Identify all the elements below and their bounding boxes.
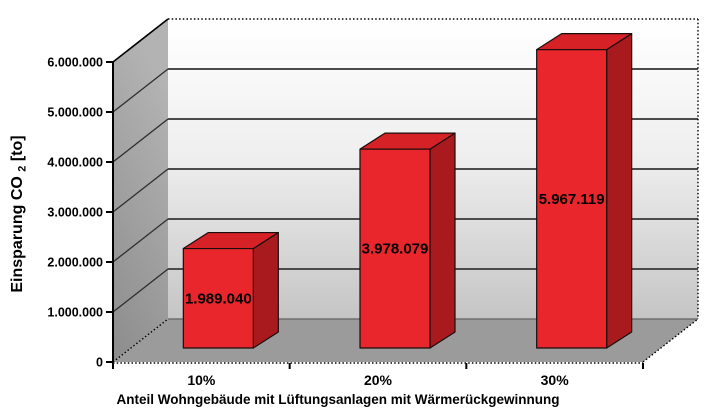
- wall-bottom-edge-dotted: [112, 318, 169, 363]
- y-axis-title-main: Einsparung CO: [9, 176, 26, 292]
- x-tick-label: 30%: [541, 372, 570, 388]
- plot-borders: [112, 18, 699, 364]
- bars: 1.989.040 3.978.079 5.967.119: [182, 33, 633, 349]
- bar-side-face: [606, 33, 633, 349]
- bar-front-face: [359, 148, 431, 349]
- gridline-sidewall: [112, 118, 169, 163]
- wall-top-edge: [112, 18, 169, 63]
- y-tick-label: 0: [96, 356, 103, 370]
- y-axis-tick-labels: 0 1.000.000 2.000.000 3.000.000 4.000.000 5.0…: [47, 56, 103, 370]
- bar-value-label: 5.967.119: [539, 191, 605, 208]
- y-tick-label: 3.000.000: [47, 206, 103, 220]
- bar-front-face: [182, 247, 254, 349]
- bar-30%: 5.967.119: [536, 33, 633, 349]
- x-axis-tick-labels: 10% 20% 30%: [187, 372, 569, 388]
- x-tick-label: 10%: [187, 372, 216, 388]
- y-tick-label: 4.000.000: [47, 156, 103, 170]
- bar-front-face: [536, 49, 608, 349]
- y-tick-label: 5.000.000: [47, 106, 103, 120]
- floor-right-edge-dotted: [642, 318, 699, 363]
- bar-10%: 1.989.040: [182, 231, 279, 349]
- y-axis-title-unit: [to]: [9, 135, 26, 161]
- bar-value-label: 3.978.079: [362, 241, 429, 258]
- bar-value-label: 1.989.040: [185, 290, 252, 307]
- gridline-sidewall: [112, 168, 169, 213]
- bar-side-face: [429, 132, 456, 349]
- y-axis-title: Einsparung CO 2 [to]: [9, 135, 30, 292]
- x-tick-label: 20%: [364, 372, 393, 388]
- bar-side-face: [252, 231, 279, 349]
- y-tick-label: 1.000.000: [47, 306, 103, 320]
- gridline-sidewall: [112, 218, 169, 263]
- y-axis-title-subscript: 2: [17, 166, 29, 172]
- gridline-sidewall: [112, 268, 169, 313]
- y-tick-label: 6.000.000: [47, 56, 103, 70]
- gridline-sidewall: [112, 68, 169, 113]
- y-tick-label: 2.000.000: [47, 256, 103, 270]
- x-axis-title: Anteil Wohngebäude mit Lüftungsanlagen m…: [116, 392, 559, 407]
- bar-20%: 3.978.079: [359, 132, 456, 349]
